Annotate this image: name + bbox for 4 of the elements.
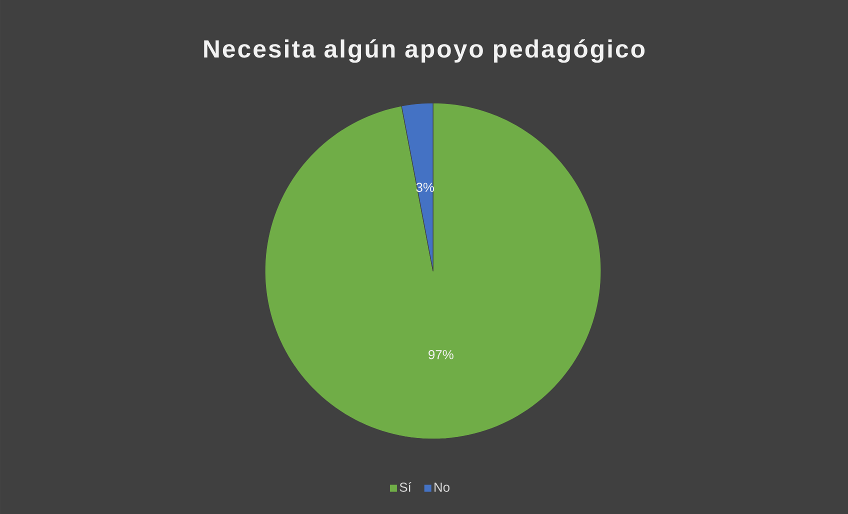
legend-label: Sí — [400, 482, 412, 492]
chart-title: Necesita algún apoyo pedagógico — [204, 39, 645, 63]
legend-label: No — [434, 482, 450, 492]
data-label: 97% — [428, 350, 454, 360]
